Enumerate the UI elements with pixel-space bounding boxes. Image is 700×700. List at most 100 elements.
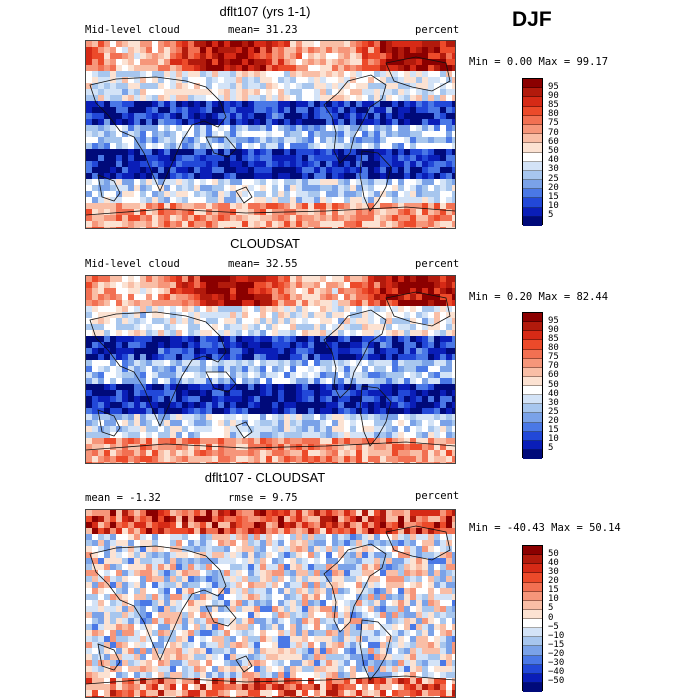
colorbar-swatch — [523, 207, 542, 217]
colorbar-level-label: −5 — [548, 621, 559, 632]
colorbar-level-label: 5 — [548, 443, 554, 454]
colorbar-swatch — [523, 600, 542, 610]
colorbar-swatch — [523, 134, 542, 144]
colorbar-level-label: 95 — [548, 315, 559, 326]
colorbar-level-label: 75 — [548, 118, 559, 129]
panel-3-mean-label: mean = -1.32 — [85, 492, 161, 504]
colorbar-level-label: 10 — [548, 201, 559, 212]
colorbar-swatch — [523, 180, 542, 190]
colorbar-swatch — [523, 564, 542, 574]
colorbar-swatch — [523, 376, 542, 386]
colorbar-level-label: 80 — [548, 109, 559, 120]
colorbar-level-label: 70 — [548, 127, 559, 138]
colorbar-swatch — [523, 198, 542, 208]
colorbar-swatch — [523, 331, 542, 341]
colorbar-swatch — [523, 395, 542, 405]
colorbar-level-label: 60 — [548, 136, 559, 147]
colorbar-level-label: 20 — [548, 576, 559, 586]
panel-2-title: CLOUDSAT — [230, 236, 300, 251]
colorbar-swatch — [523, 440, 542, 450]
colorbar-level-label: −20 — [548, 649, 565, 659]
colorbar-swatch — [523, 143, 542, 153]
panel-1-variable-label: Mid-level cloud — [85, 24, 180, 36]
colorbar-level-label: 90 — [548, 90, 559, 101]
colorbar-level-label: 30 — [548, 566, 559, 577]
colorbar-swatch — [523, 322, 542, 332]
colorbar-level-label: 15 — [548, 191, 559, 202]
colorbar-level-label: −40 — [548, 667, 565, 678]
colorbar-swatch — [523, 313, 542, 323]
colorbar-swatch — [523, 546, 542, 556]
colorbar-level-label: 20 — [548, 182, 559, 193]
colorbar-level-label: 0 — [548, 612, 554, 623]
colorbar-level-label: 15 — [548, 425, 559, 436]
colorbar-level-label: 75 — [548, 352, 559, 363]
colorbar-level-label: 50 — [548, 548, 559, 559]
colorbar-level-label: 60 — [548, 370, 559, 381]
colorbar-swatch — [523, 673, 542, 683]
colorbar-swatch — [523, 609, 542, 619]
colorbar-level-label: 10 — [548, 434, 559, 445]
colorbar-swatch — [523, 386, 542, 396]
colorbar-level-label: 40 — [548, 388, 559, 399]
colorbar-swatch — [523, 628, 542, 638]
colorbar-swatch — [523, 349, 542, 359]
colorbar-level-label: 50 — [548, 146, 559, 156]
colorbar-level-label: 25 — [548, 406, 559, 417]
panel-2-variable-label: Mid-level cloud — [85, 258, 180, 270]
colorbar-swatch — [523, 358, 542, 368]
colorbar-level-label: 30 — [548, 164, 559, 175]
colorbar-swatch — [523, 591, 542, 601]
colorbar-swatch — [523, 682, 542, 692]
colorbar-swatch — [523, 79, 542, 89]
colorbar-swatch — [523, 582, 542, 592]
colorbar-swatch — [523, 655, 542, 665]
colorbar-level-label: −50 — [548, 676, 565, 687]
panel-1-minmax: Min = 0.00 Max = 99.17 — [469, 56, 609, 68]
colorbar-level-label: 30 — [548, 397, 559, 408]
panel-1-units-label: percent — [415, 24, 460, 36]
panel-3-map — [85, 509, 456, 698]
panel-1-mean-label: mean= 31.23 — [228, 24, 298, 36]
panel-3-minmax: Min = -40.43 Max = 50.14 — [469, 522, 621, 534]
colorbar-swatch — [523, 404, 542, 414]
colorbar-swatch — [523, 413, 542, 423]
colorbar-swatch — [523, 646, 542, 656]
colorbar-level-label: 40 — [548, 557, 559, 568]
colorbar-swatch — [523, 97, 542, 107]
season-label: DJF — [512, 8, 552, 31]
colorbar-swatch — [523, 573, 542, 583]
colorbar-swatch — [523, 170, 542, 181]
colorbar-swatch — [523, 367, 542, 377]
colorbar-level-label: 95 — [548, 81, 559, 92]
colorbar-swatch — [523, 431, 542, 441]
colorbar-level-label: 10 — [548, 594, 559, 605]
colorbar-swatch — [523, 422, 542, 432]
colorbar-level-label: −10 — [548, 630, 565, 641]
panel-1-colorbar — [522, 78, 543, 226]
colorbar-level-label: 50 — [548, 379, 559, 390]
panel-2-map — [85, 275, 456, 464]
panel-3-rmse-label: rmse = 9.75 — [228, 492, 298, 504]
colorbar-swatch — [523, 115, 542, 125]
colorbar-swatch — [523, 189, 542, 199]
colorbar-level-label: 85 — [548, 333, 559, 344]
colorbar-level-label: 90 — [548, 324, 559, 335]
colorbar-swatch — [523, 637, 542, 647]
colorbar-level-label: 15 — [548, 585, 559, 596]
colorbar-level-label: 20 — [548, 416, 559, 426]
panel-2-colorbar — [522, 312, 543, 459]
colorbar-level-label: 40 — [548, 155, 559, 166]
panel-1-title: dflt107 (yrs 1-1) — [219, 4, 311, 19]
panel-2-minmax: Min = 0.20 Max = 82.44 — [469, 291, 609, 303]
colorbar-level-label: −30 — [548, 658, 565, 669]
colorbar-level-label: −15 — [548, 639, 565, 650]
colorbar-swatch — [523, 161, 542, 171]
panel-2-units-label: percent — [415, 258, 460, 270]
colorbar-swatch — [523, 106, 542, 116]
colorbar-swatch — [523, 216, 542, 226]
colorbar-level-label: 25 — [548, 173, 559, 184]
colorbar-swatch — [523, 340, 542, 350]
colorbar-swatch — [523, 449, 542, 459]
colorbar-level-label: 70 — [548, 361, 559, 372]
